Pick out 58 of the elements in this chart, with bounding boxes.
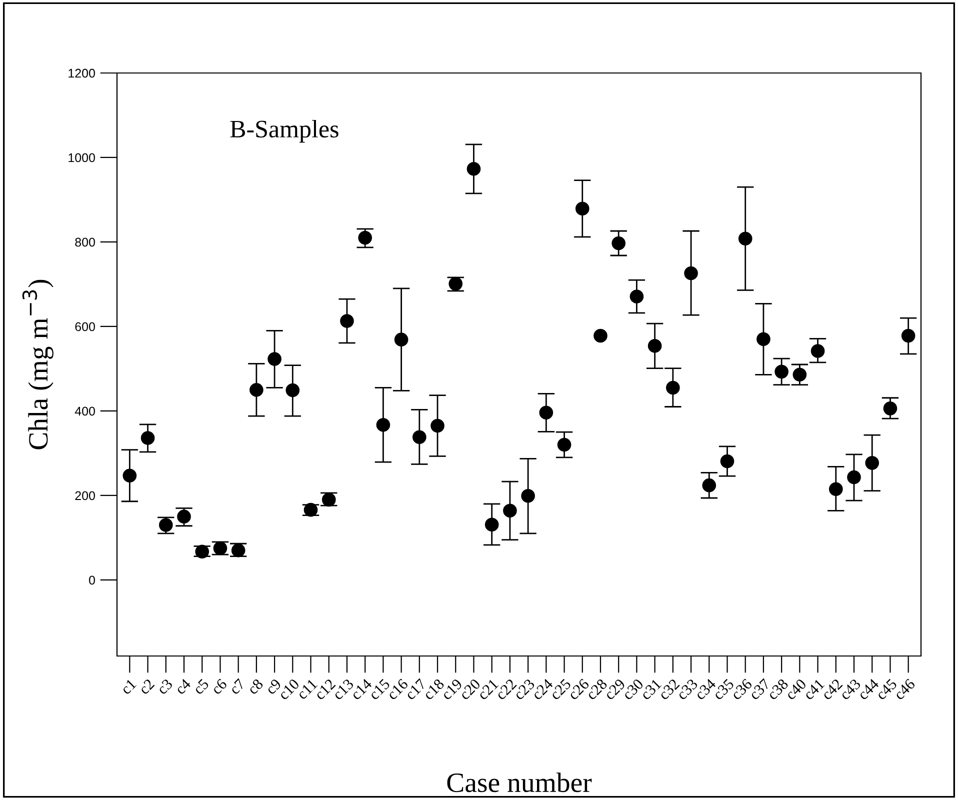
y-tick-label: 600 (75, 322, 95, 332)
point (594, 328, 608, 343)
point (376, 418, 390, 432)
point (539, 406, 554, 420)
point (684, 266, 698, 280)
x-tick-label: c6 (210, 678, 228, 695)
point (865, 456, 880, 470)
point (575, 202, 590, 216)
annotation: B-Samples (230, 120, 338, 143)
point (720, 454, 734, 468)
x-tick-label: c5 (192, 678, 210, 695)
y-tick-label: 1000 (68, 153, 95, 162)
y-tick-label: 800 (75, 238, 95, 247)
point (774, 364, 788, 379)
x-tick-label: c8 (246, 678, 264, 695)
point (612, 236, 626, 250)
x-tick-label: c1 (120, 678, 137, 695)
point (557, 438, 572, 452)
x-axis-title: Case number (447, 772, 592, 792)
point (792, 368, 807, 382)
x-tick-label: c4 (174, 678, 192, 695)
x-tick-label: c38 (766, 678, 789, 700)
point (268, 352, 282, 366)
point (503, 504, 517, 518)
point (466, 162, 481, 176)
point (883, 402, 898, 416)
point (847, 470, 861, 484)
x-tick-label: c2 (138, 678, 155, 695)
point (702, 478, 716, 492)
point (648, 339, 662, 353)
y-tick-label: 200 (75, 491, 95, 500)
point (358, 230, 372, 245)
point (430, 418, 444, 433)
point (250, 382, 264, 397)
point (828, 482, 843, 496)
point (412, 430, 426, 444)
point (901, 328, 916, 343)
point (630, 290, 644, 304)
point (286, 383, 300, 398)
y-tick-label: 1200 (68, 68, 95, 78)
point (340, 314, 354, 328)
point (484, 518, 499, 532)
y-axis-title: Chla (mg m$^{−3}$) (22, 280, 54, 450)
point (521, 488, 535, 503)
point (177, 510, 191, 524)
x-tick-label: c7 (228, 678, 246, 695)
x-tick-label: c9 (265, 678, 282, 695)
x-tick-label: c18 (422, 678, 445, 700)
point (394, 332, 408, 346)
point (738, 232, 752, 246)
point (810, 344, 825, 358)
point (122, 468, 137, 483)
point (666, 380, 680, 395)
point (756, 332, 770, 346)
y-tick-label: 400 (74, 406, 95, 416)
y-tick-label: 0 (89, 576, 95, 585)
x-tick-label: c3 (156, 678, 174, 695)
point (140, 431, 155, 445)
